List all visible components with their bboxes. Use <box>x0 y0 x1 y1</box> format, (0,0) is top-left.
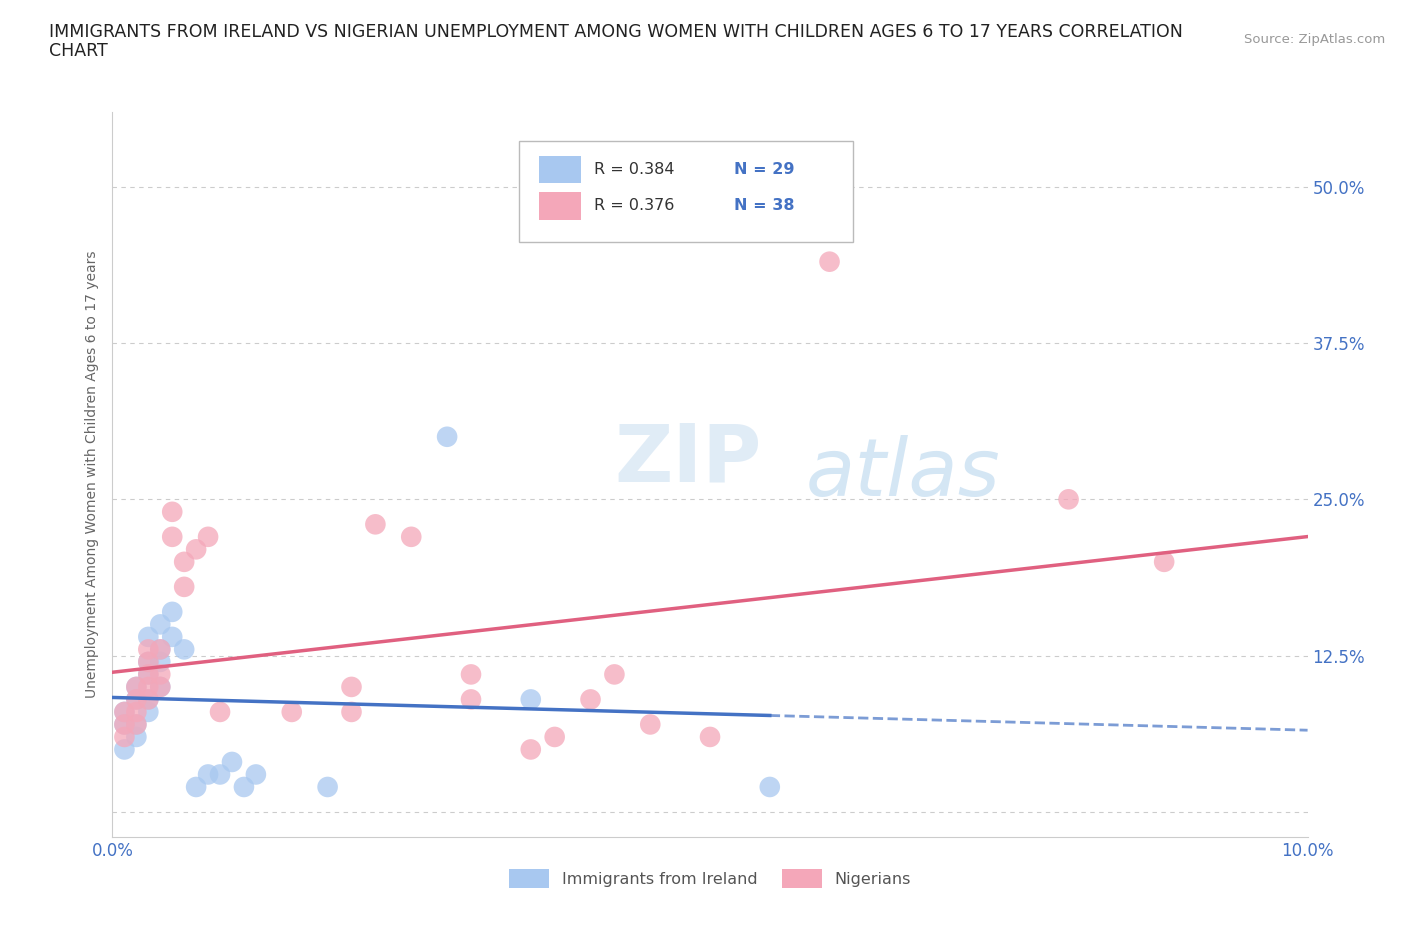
Point <box>149 680 172 695</box>
Point <box>138 642 160 657</box>
Point <box>233 779 256 794</box>
Point <box>197 767 219 782</box>
Point <box>114 729 135 744</box>
Point <box>149 617 172 631</box>
Text: R = 0.384: R = 0.384 <box>595 162 675 177</box>
Point <box>149 655 172 670</box>
Point <box>149 642 172 657</box>
Point <box>197 529 219 544</box>
Point <box>138 667 160 682</box>
Point <box>114 705 135 720</box>
Text: N = 38: N = 38 <box>734 198 794 213</box>
Point <box>221 754 243 769</box>
Point <box>759 779 782 794</box>
Point <box>186 542 208 557</box>
Point <box>603 667 626 682</box>
Point <box>125 729 148 744</box>
Point <box>114 717 135 732</box>
Point <box>699 729 721 744</box>
Point <box>1057 492 1080 507</box>
Point <box>818 254 841 269</box>
Point <box>125 680 148 695</box>
Point <box>125 717 148 732</box>
Point <box>460 692 482 707</box>
Point <box>209 705 232 720</box>
Point <box>340 705 363 720</box>
Point <box>114 717 135 732</box>
Point <box>436 430 458 445</box>
Point <box>173 554 195 569</box>
Text: IMMIGRANTS FROM IRELAND VS NIGERIAN UNEMPLOYMENT AMONG WOMEN WITH CHILDREN AGES : IMMIGRANTS FROM IRELAND VS NIGERIAN UNEM… <box>49 23 1182 41</box>
Text: atlas: atlas <box>806 435 1001 513</box>
Point <box>209 767 232 782</box>
Point <box>401 529 423 544</box>
Point <box>579 692 602 707</box>
Point <box>125 680 148 695</box>
Point <box>125 717 148 732</box>
FancyBboxPatch shape <box>538 193 581 219</box>
FancyBboxPatch shape <box>519 140 853 242</box>
Point <box>460 667 482 682</box>
Text: ZIP: ZIP <box>614 420 762 498</box>
Point <box>173 642 195 657</box>
Point <box>125 692 148 707</box>
Point <box>162 504 183 519</box>
Point <box>162 529 183 544</box>
Point <box>281 705 304 720</box>
FancyBboxPatch shape <box>538 156 581 183</box>
Point <box>340 680 363 695</box>
Text: CHART: CHART <box>49 42 108 60</box>
Point <box>162 630 183 644</box>
Text: R = 0.376: R = 0.376 <box>595 198 675 213</box>
Point <box>1153 554 1175 569</box>
Point <box>186 779 208 794</box>
Point <box>138 680 160 695</box>
Point <box>162 604 183 619</box>
Point <box>138 667 160 682</box>
Point <box>245 767 267 782</box>
Point <box>125 692 148 707</box>
Point <box>138 655 160 670</box>
Point <box>138 692 160 707</box>
Point <box>316 779 339 794</box>
Point <box>149 642 172 657</box>
Point <box>138 630 160 644</box>
Point <box>520 742 543 757</box>
Text: N = 29: N = 29 <box>734 162 794 177</box>
Point <box>125 705 148 720</box>
Point <box>173 579 195 594</box>
Point <box>640 717 662 732</box>
Point <box>114 742 135 757</box>
Point <box>138 692 160 707</box>
Point <box>149 680 172 695</box>
Legend: Immigrants from Ireland, Nigerians: Immigrants from Ireland, Nigerians <box>503 863 917 895</box>
Point <box>543 729 565 744</box>
Point <box>149 667 172 682</box>
Point <box>520 692 543 707</box>
Text: Source: ZipAtlas.com: Source: ZipAtlas.com <box>1244 33 1385 46</box>
Point <box>138 705 160 720</box>
Point <box>138 655 160 670</box>
Y-axis label: Unemployment Among Women with Children Ages 6 to 17 years: Unemployment Among Women with Children A… <box>86 250 100 698</box>
Point <box>114 705 135 720</box>
Point <box>364 517 387 532</box>
